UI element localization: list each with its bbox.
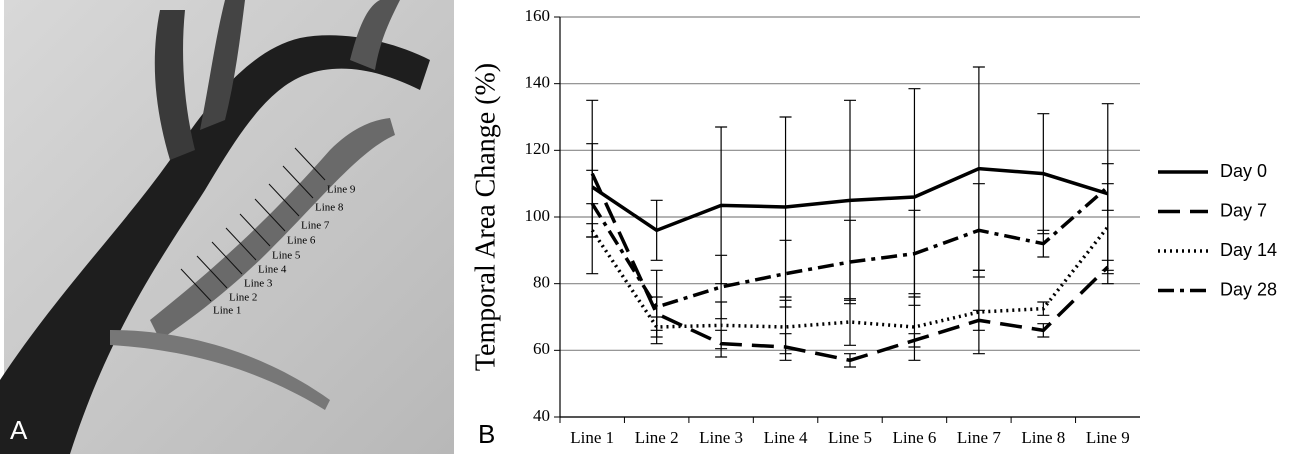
measure-line <box>196 255 228 289</box>
y-tick-label: 120 <box>525 139 551 158</box>
legend-label: Day 7 <box>1220 200 1267 220</box>
y-tick-label: 80 <box>533 273 550 292</box>
x-tick-label: Line 7 <box>957 428 1001 447</box>
measure-line <box>254 198 286 232</box>
x-tick-label: Line 8 <box>1021 428 1065 447</box>
measure-line <box>294 147 326 181</box>
y-tick-label: 60 <box>533 339 550 358</box>
line-label: Line 4 <box>258 264 287 276</box>
measure-line <box>225 227 257 261</box>
line-label: Line 9 <box>327 184 356 196</box>
error-bar <box>715 254 728 320</box>
error-bar <box>586 169 599 238</box>
x-tick-label: Line 2 <box>635 428 679 447</box>
y-tick-label: 40 <box>533 406 550 425</box>
measure-line <box>211 241 243 275</box>
measure-line <box>268 183 300 217</box>
series-line <box>590 172 1110 363</box>
panel-label: A <box>10 415 28 445</box>
line-label: Line 2 <box>229 292 257 304</box>
legend-label: Day 28 <box>1220 279 1277 299</box>
line-label: Line 7 <box>301 220 330 232</box>
x-tick-label: Line 9 <box>1086 428 1130 447</box>
y-axis-title: Temporal Area Change (%) <box>470 63 501 371</box>
panel-label: B <box>478 419 495 449</box>
line-label: Line 1 <box>213 305 241 317</box>
x-tick-label: Line 3 <box>699 428 743 447</box>
series-line <box>590 185 1109 310</box>
legend-label: Day 0 <box>1220 161 1267 181</box>
series-line <box>591 166 1109 233</box>
y-tick-label: 100 <box>525 206 551 225</box>
x-tick-label: Line 6 <box>892 428 936 447</box>
line-label: Line 5 <box>272 250 301 262</box>
error-bar <box>1101 163 1114 211</box>
measure-line <box>239 213 271 247</box>
measure-line <box>180 268 212 302</box>
y-tick-label: 140 <box>525 73 551 92</box>
legend-label: Day 14 <box>1220 240 1277 260</box>
x-tick-label: Line 4 <box>764 428 808 447</box>
measure-line <box>282 165 314 199</box>
line-label: Line 8 <box>315 202 344 214</box>
line-label: Line 6 <box>287 235 316 247</box>
line-label: Line 3 <box>244 278 273 290</box>
error-bar <box>779 239 792 308</box>
x-tick-label: Line 5 <box>828 428 872 447</box>
x-tick-label: Line 1 <box>570 428 614 447</box>
y-tick-label: 160 <box>525 6 551 25</box>
